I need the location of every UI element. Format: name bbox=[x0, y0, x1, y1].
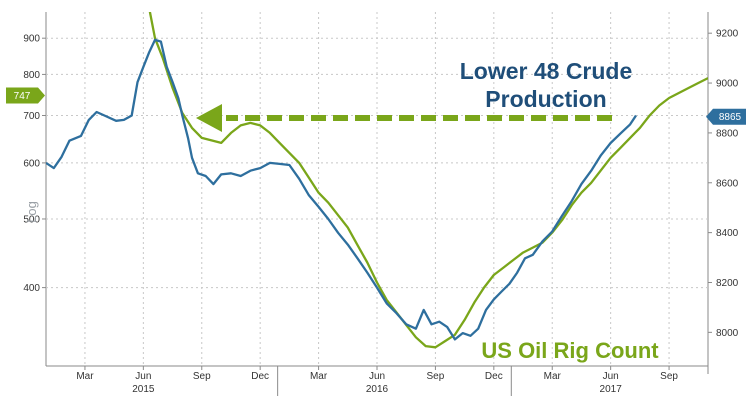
x-tick-label: Dec bbox=[251, 371, 269, 382]
arrow-head bbox=[196, 104, 222, 132]
right-value-label: 8865 bbox=[719, 112, 742, 123]
x-axis: Mar Jun Sep Dec Mar Jun Sep Dec Mar Jun Sep 2015 201… bbox=[76, 366, 678, 396]
right-value-flag bbox=[706, 108, 746, 125]
left-tick-label: 900 bbox=[23, 34, 40, 45]
x-tick-label: Sep bbox=[193, 371, 211, 382]
right-tick-label: 8400 bbox=[716, 228, 739, 239]
right-tick-label: 8200 bbox=[716, 278, 739, 289]
x-tick-label: Mar bbox=[310, 371, 328, 382]
left-tick-label: 500 bbox=[23, 214, 40, 225]
value-flags: 747 8865 bbox=[6, 87, 746, 125]
rig-count-line bbox=[46, 38, 637, 341]
left-tick-label: 700 bbox=[23, 111, 40, 122]
right-tick-label: 8000 bbox=[716, 328, 739, 339]
crude-label-line2: Production bbox=[485, 86, 606, 112]
right-tick-label: 8800 bbox=[716, 128, 739, 139]
crude-label-line1: Lower 48 Crude bbox=[460, 58, 633, 84]
x-tick-label: Jun bbox=[603, 371, 619, 382]
left-axis-title: Log bbox=[24, 201, 39, 223]
x-tick-label: Jun bbox=[369, 371, 385, 382]
right-tick-label: 9200 bbox=[716, 29, 739, 40]
x-tick-label: Mar bbox=[544, 371, 562, 382]
right-tick-label: 9000 bbox=[716, 79, 739, 90]
x-year-label: 2015 bbox=[132, 384, 155, 395]
annotation-arrow bbox=[196, 104, 612, 132]
left-axis: 900 800 700 600 500 400 bbox=[23, 34, 46, 294]
rig-count-label: US Oil Rig Count bbox=[481, 338, 659, 363]
x-tick-label: Jun bbox=[135, 371, 151, 382]
left-tick-label: 800 bbox=[23, 70, 40, 81]
left-tick-label: 400 bbox=[23, 283, 40, 294]
right-tick-label: 8600 bbox=[716, 178, 739, 189]
x-year-label: 2017 bbox=[600, 384, 623, 395]
x-tick-label: Sep bbox=[427, 371, 445, 382]
x-year-label: 2016 bbox=[366, 384, 389, 395]
right-axis: 9200 9000 8800 8600 8400 8200 8000 bbox=[708, 29, 739, 339]
left-value-label: 747 bbox=[14, 91, 31, 102]
x-tick-label: Dec bbox=[485, 371, 503, 382]
left-tick-label: 600 bbox=[23, 158, 40, 169]
crude-production-line bbox=[148, 12, 708, 349]
x-tick-label: Mar bbox=[76, 371, 94, 382]
x-tick-label: Sep bbox=[660, 371, 678, 382]
series-group bbox=[46, 12, 708, 349]
left-value-flag bbox=[6, 87, 45, 104]
